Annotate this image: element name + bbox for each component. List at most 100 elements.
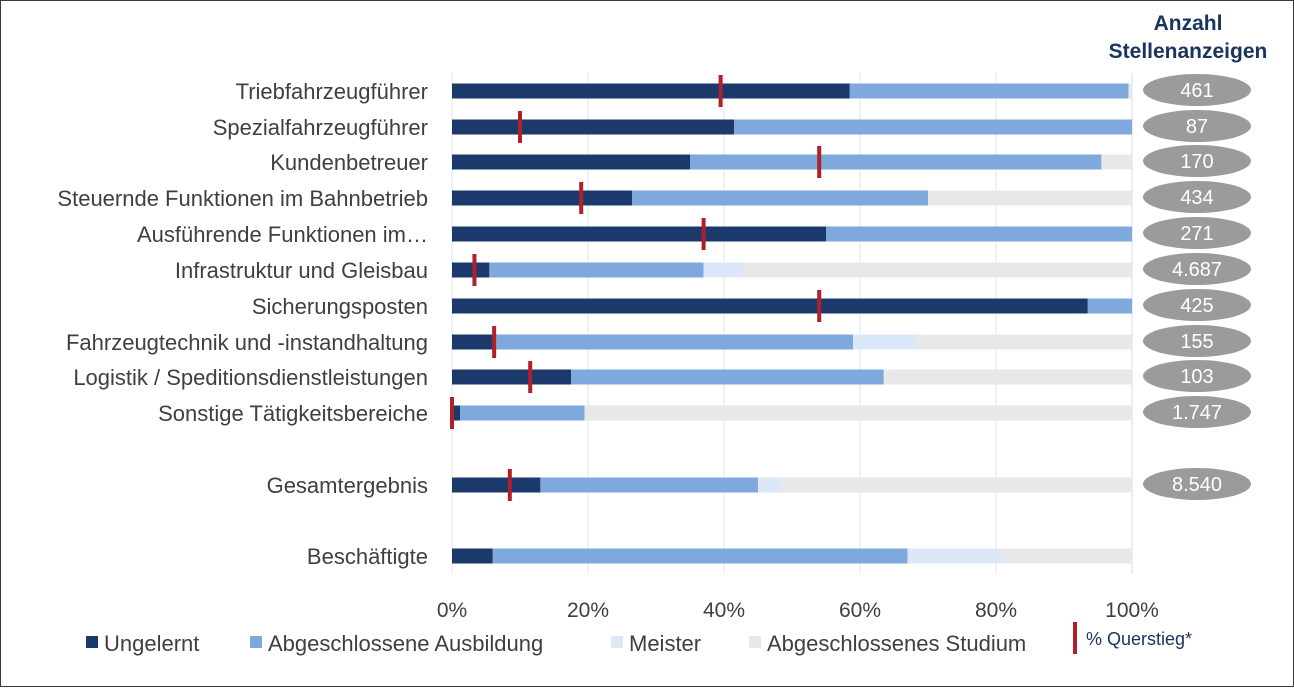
category-label: Steuernde Funktionen im Bahnbetrieb (57, 186, 428, 211)
bar-segment (1002, 548, 1132, 564)
querstieg-marker (579, 182, 584, 214)
bar-segment (1101, 154, 1132, 170)
querstieg-marker (817, 290, 822, 322)
count-badge (1143, 396, 1251, 428)
legend-swatch (86, 636, 98, 648)
x-tick-labels: 0% 20% 40% 60% 80% 100% (437, 599, 1159, 622)
bar-segment (853, 334, 918, 350)
bar-segment (917, 334, 1132, 350)
count-value: 87 (1186, 116, 1208, 138)
bar-segment (452, 369, 571, 385)
bar-segment (883, 369, 1132, 385)
category-label: Beschäftigte (307, 544, 428, 569)
legend-label: Ungelernt (104, 631, 199, 656)
category-label: Fahrzeugtechnik und -instandhaltung (66, 330, 428, 355)
bar-segment (452, 226, 826, 242)
bar-segment (928, 190, 1132, 206)
bar-segment (743, 262, 1132, 278)
x-tick-label: 0% (437, 599, 467, 622)
querstieg-marker (472, 254, 477, 286)
legend-swatch (749, 636, 761, 648)
legend-swatch (250, 636, 262, 648)
counts-header-line: Anzahl (1154, 12, 1223, 35)
count-badge (1143, 181, 1251, 213)
category-label: Sonstige Tätigkeitsbereiche (158, 401, 428, 426)
bar-segment (1128, 83, 1132, 99)
count-value: 4.687 (1172, 259, 1222, 281)
count-badge (1143, 217, 1251, 249)
x-tick-label: 60% (839, 599, 881, 622)
bar-segment (489, 262, 704, 278)
count-badge (1143, 253, 1251, 285)
bars (452, 83, 1132, 564)
category-label: Triebfahrzeugführer (236, 79, 428, 104)
querstieg-marker (450, 397, 454, 429)
category-label: Kundenbetreuer (270, 150, 428, 175)
bar-segment (496, 334, 854, 350)
legend-label: Abgeschlossenes Studium (767, 631, 1026, 656)
bar-segment (452, 190, 633, 206)
bar-segment (452, 405, 461, 421)
count-badge (1143, 468, 1251, 500)
bar-segment (703, 262, 744, 278)
bar-segment (826, 226, 1132, 242)
count-value: 271 (1180, 223, 1213, 245)
bar-segment (452, 83, 850, 99)
category-label: Infrastruktur und Gleisbau (175, 258, 428, 283)
bar-segment (492, 548, 908, 564)
legend-swatch (611, 636, 623, 648)
count-badge (1143, 74, 1251, 106)
querstieg-marker (718, 75, 723, 107)
count-value: 461 (1180, 80, 1213, 102)
counts-header-line: Stellenanzeigen (1109, 40, 1268, 63)
legend: Ungelernt Abgeschlossene Ausbildung Meiste… (86, 622, 1192, 656)
querstieg-marker (507, 469, 512, 501)
bar-segment (758, 477, 782, 493)
bar-segment (452, 262, 490, 278)
count-badge (1143, 145, 1251, 177)
count-value: 434 (1180, 187, 1213, 209)
category-label: Logistik / Speditionsdienstleistungen (73, 365, 428, 390)
category-label: Ausführende Funktionen im… (137, 222, 428, 247)
bar-segment (452, 334, 497, 350)
bar-segment (690, 154, 1102, 170)
querstieg-marker (518, 111, 522, 143)
bar-segment (452, 119, 735, 135)
count-badge (1143, 289, 1251, 321)
querstieg-marker (528, 361, 533, 393)
count-badge (1143, 360, 1251, 392)
counts-header: Anzahl Stellenanzeigen (1109, 12, 1268, 63)
category-label: Gesamtergebnis (267, 473, 428, 498)
bar-segment (452, 298, 1088, 314)
bar-segment (460, 405, 585, 421)
x-tick-label: 20% (567, 599, 609, 622)
count-value: 425 (1180, 295, 1213, 317)
querstieg-marker (492, 326, 497, 358)
bar-segment (584, 405, 1132, 421)
bar-segment (452, 548, 493, 564)
bar-segment (632, 190, 928, 206)
legend-marker (1073, 622, 1077, 654)
count-badges: 461 87 170 434 271 4.687 425 155 103 1.747 8.540 (1143, 74, 1251, 500)
count-badge (1143, 110, 1251, 142)
legend-label: Abgeschlossene Ausbildung (268, 631, 543, 656)
bar-segment (452, 477, 541, 493)
querstieg-marker (817, 146, 822, 178)
category-label: Sicherungsposten (252, 294, 428, 319)
x-tick-label: 100% (1105, 599, 1159, 622)
querstieg-marker (701, 218, 706, 250)
bar-segment (540, 477, 758, 493)
legend-label: Meister (629, 631, 701, 656)
count-value: 8.540 (1172, 474, 1222, 496)
legend-label: % Querstieg* (1086, 629, 1192, 649)
count-value: 155 (1180, 331, 1213, 353)
x-tick-label: 80% (975, 599, 1017, 622)
bar-segment (571, 369, 884, 385)
bar-segment (1087, 298, 1132, 314)
bar-segment (452, 154, 690, 170)
category-labels: Triebfahrzeugführer Spezialfahrzeugführer… (57, 79, 428, 569)
bar-segment (734, 119, 1132, 135)
count-value: 103 (1180, 366, 1213, 388)
